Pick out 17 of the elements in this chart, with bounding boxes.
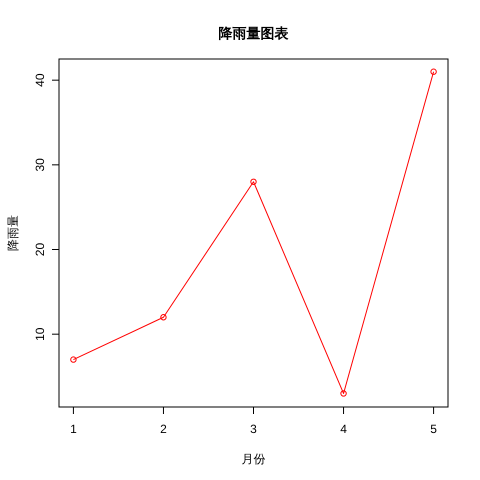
y-tick-label: 40 (33, 73, 47, 87)
x-tick-label: 4 (340, 422, 348, 436)
x-tick-label: 2 (160, 422, 168, 436)
y-tick-label: 20 (33, 242, 47, 256)
x-tick-label: 1 (70, 422, 78, 436)
x-tick-label: 5 (430, 422, 438, 436)
point (160, 314, 167, 320)
point (430, 68, 437, 75)
chart-title: 降雨量图表 (218, 25, 290, 41)
y-tick-label: 30 (33, 158, 47, 172)
y-axis-title: 降雨量 (6, 215, 20, 251)
x-tick-label: 3 (250, 422, 258, 436)
point (340, 390, 347, 397)
point (70, 356, 77, 363)
x-axis-title: 月份 (242, 452, 266, 466)
point (250, 178, 257, 185)
y-tick-label: 10 (33, 327, 47, 341)
